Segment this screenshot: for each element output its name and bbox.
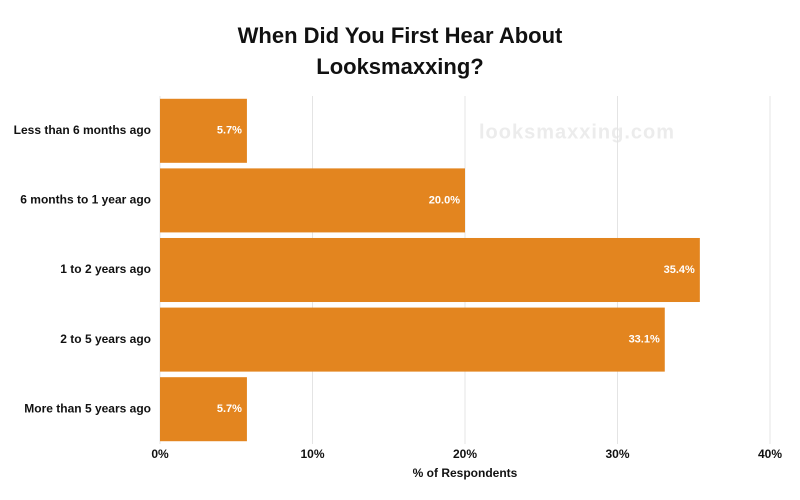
data-label: 20.0%	[429, 194, 460, 206]
data-label: 5.7%	[217, 403, 242, 415]
y-tick-label: 1 to 2 years ago	[60, 262, 151, 276]
y-tick-label: Less than 6 months ago	[14, 123, 151, 137]
y-tick-label: More than 5 years ago	[24, 401, 151, 415]
bar	[160, 237, 700, 303]
x-tick-label: 40%	[758, 447, 782, 461]
x-tick-label: 30%	[605, 447, 629, 461]
x-axis-label: % of Respondents	[413, 466, 518, 480]
bar	[160, 377, 247, 442]
bar	[160, 168, 465, 233]
y-tick-label: 2 to 5 years ago	[60, 332, 151, 346]
data-label: 33.1%	[629, 334, 660, 346]
data-label: 35.4%	[664, 264, 695, 276]
x-tick-label: 0%	[151, 447, 169, 461]
bar	[160, 98, 247, 163]
data-label: 5.7%	[217, 125, 242, 137]
x-tick-label: 10%	[300, 447, 324, 461]
x-tick-label: 20%	[453, 447, 477, 461]
watermark: looksmaxxing.com	[479, 121, 675, 143]
y-tick-label: 6 months to 1 year ago	[20, 193, 151, 207]
chart-title: When Did You First Hear About Looksmaxxi…	[237, 23, 563, 79]
bar	[160, 307, 665, 372]
